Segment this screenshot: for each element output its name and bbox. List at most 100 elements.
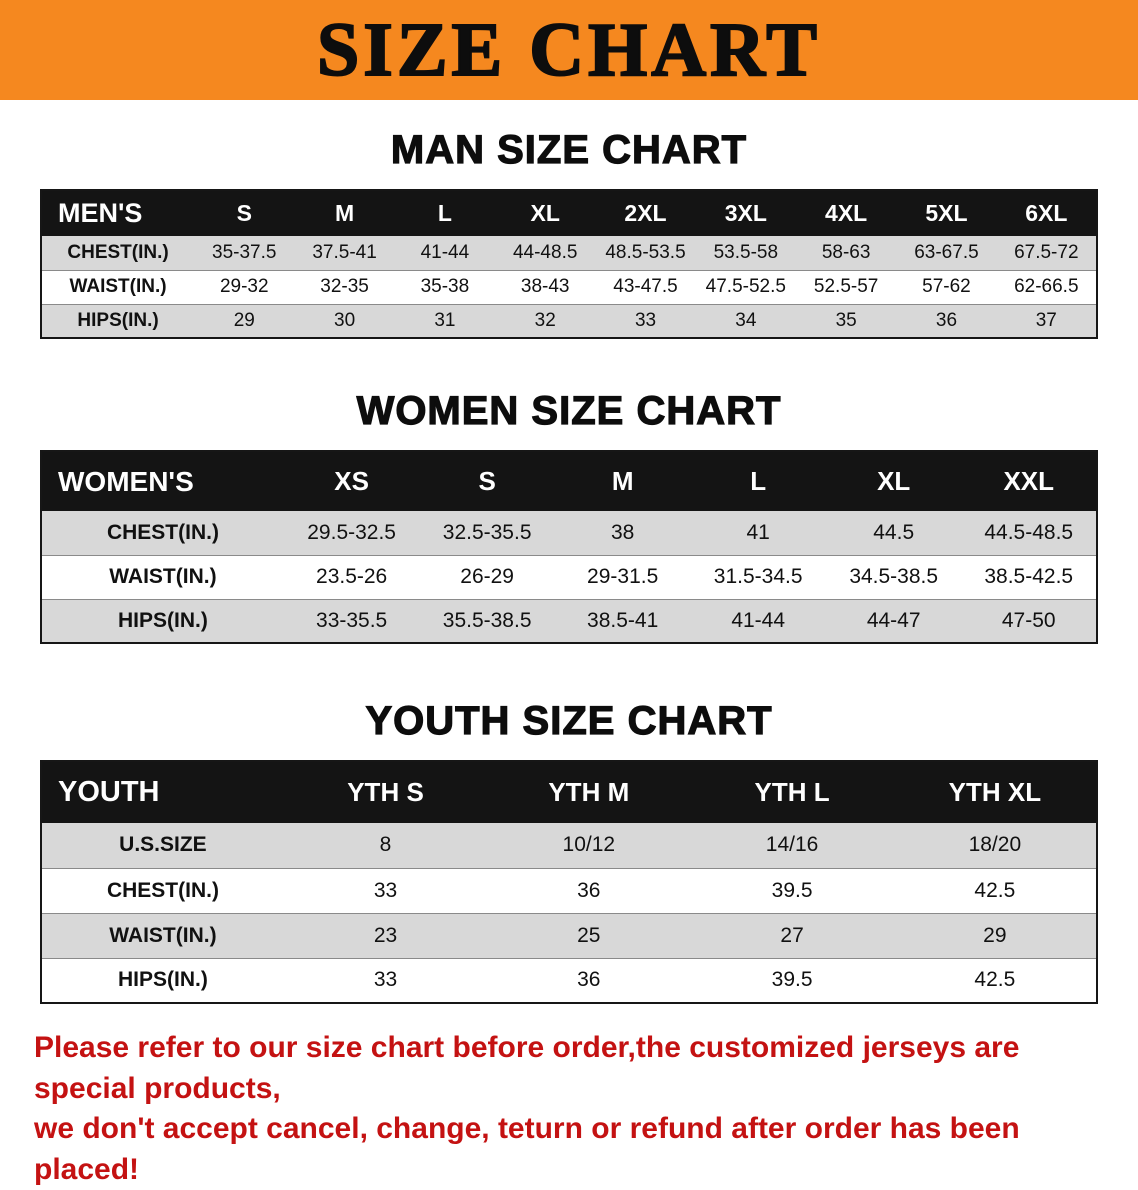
table-row: HIPS(IN.) 33 36 39.5 42.5 <box>41 958 1097 1003</box>
size-value-cell: 35.5-38.5 <box>442 608 532 632</box>
size-value-cell: 10/12 <box>562 833 616 857</box>
size-value-cell: 42.5 <box>974 878 1016 902</box>
table-corner-label: WOMEN'S <box>41 451 284 511</box>
size-value-cell: 34 <box>735 309 757 331</box>
size-value-cell: 52.5-57 <box>813 276 879 297</box>
size-value-cell: 39.5 <box>771 968 813 992</box>
size-chart-content: MAN SIZE CHART MEN'S S M L XL 2XL 3XL 4XL 5XL 6XL… <box>0 127 1138 1190</box>
size-value-cell: 41-44 <box>420 241 470 263</box>
size-value-cell: 43-47.5 <box>613 276 678 297</box>
size-value-cell: 29.5-32.5 <box>307 520 396 544</box>
size-value-cell: 29 <box>983 923 1007 947</box>
size-value-cell: 33-35.5 <box>316 608 388 632</box>
size-value-cell: 30 <box>334 309 356 331</box>
youth-section: YOUTH SIZE CHART YOUTH YTH S YTH M YTH L YTH… <box>0 698 1138 1004</box>
size-column-header: 6XL <box>996 190 1097 236</box>
size-value-cell: 26-29 <box>460 565 514 588</box>
row-label: HIPS(IN.) <box>118 968 208 992</box>
table-row: CHEST(IN.) 35-37.5 37.5-41 41-44 44-48.5 48.5… <box>41 236 1097 270</box>
size-column-header: 2XL <box>595 190 696 236</box>
size-value-cell: 32-35 <box>320 276 369 297</box>
size-value-cell: 44-47 <box>866 608 921 632</box>
size-column-header: YTH L <box>690 761 894 823</box>
size-value-cell: 41 <box>746 520 770 544</box>
row-label: HIPS(IN.) <box>77 309 159 331</box>
size-value-cell: 47.5-52.5 <box>705 276 786 297</box>
size-column-header: YTH XL <box>893 761 1097 823</box>
men-section: MAN SIZE CHART MEN'S S M L XL 2XL 3XL 4XL 5XL 6XL… <box>0 127 1138 339</box>
table-header-row: YOUTH YTH S YTH M YTH L YTH XL <box>41 761 1097 823</box>
size-value-cell: 31.5-34.5 <box>713 565 803 588</box>
table-row: HIPS(IN.) 33-35.5 35.5-38.5 38.5-41 41-44 44-… <box>41 599 1097 643</box>
size-value-cell: 33 <box>373 878 398 902</box>
size-value-cell: 35 <box>835 309 857 331</box>
size-column-header: YTH M <box>487 761 691 823</box>
size-value-cell: 33 <box>634 309 657 331</box>
women-size-table: WOMEN'S XS S M L XL XXL CHEST(IN.) 29.5-32.5 32.5… <box>40 450 1098 644</box>
row-label: CHEST(IN.) <box>67 241 169 263</box>
row-label: WAIST(IN.) <box>109 923 217 947</box>
row-label: CHEST(IN.) <box>106 520 219 544</box>
size-value-cell: 36 <box>577 878 601 902</box>
size-value-cell: 29-31.5 <box>587 565 659 588</box>
size-value-cell: 42.5 <box>974 968 1016 992</box>
size-column-header: S <box>194 190 295 236</box>
table-row: CHEST(IN.) 33 36 39.5 42.5 <box>41 868 1097 913</box>
table-corner-label: MEN'S <box>41 190 195 236</box>
table-row: U.S.SIZE 8 10/12 14/16 18/20 <box>41 823 1097 868</box>
row-label: WAIST(IN.) <box>69 276 167 297</box>
size-value-cell: 44-48.5 <box>512 241 578 263</box>
table-row: WAIST(IN.) 23.5-26 26-29 29-31.5 31.5-34.5 34… <box>41 555 1097 599</box>
size-value-cell: 25 <box>577 923 601 947</box>
size-value-cell: 38-43 <box>520 276 570 297</box>
youth-size-table: YOUTH YTH S YTH M YTH L YTH XL U.S.SIZE 8 10/12… <box>40 760 1098 1004</box>
size-value-cell: 58-63 <box>821 241 871 263</box>
table-header-row: WOMEN'S XS S M L XL XXL <box>41 451 1097 511</box>
size-value-cell: 47-50 <box>1001 608 1056 632</box>
size-value-cell: 36 <box>577 968 601 992</box>
size-column-header: XS <box>283 451 420 511</box>
size-column-header: XXL <box>961 451 1097 511</box>
size-value-cell: 53.5-58 <box>713 241 779 263</box>
size-value-cell: 41-44 <box>731 608 786 632</box>
size-value-cell: 8 <box>379 833 392 857</box>
size-value-cell: 27 <box>780 923 804 947</box>
size-value-cell: 29 <box>233 309 255 331</box>
table-header-row: MEN'S S M L XL 2XL 3XL 4XL 5XL 6XL <box>41 190 1097 236</box>
disclaimer-line-2: we don't accept cancel, change, teturn o… <box>34 1112 1020 1186</box>
women-section: WOMEN SIZE CHART WOMEN'S XS S M L XL XXL CHEST(… <box>0 388 1138 644</box>
size-value-cell: 14/16 <box>765 833 819 857</box>
size-value-cell: 62-66.5 <box>1014 276 1079 297</box>
size-column-header: XL <box>495 190 596 236</box>
size-value-cell: 33 <box>373 968 398 992</box>
size-value-cell: 34.5-38.5 <box>849 565 939 588</box>
banner-title: SIZE CHART <box>316 8 821 92</box>
disclaimer-note: Please refer to our size chart before or… <box>34 1028 1118 1190</box>
size-column-header: 4XL <box>795 190 897 236</box>
row-label: HIPS(IN.) <box>118 608 208 632</box>
size-column-header: 5XL <box>896 190 997 236</box>
women-section-heading: WOMEN SIZE CHART <box>356 388 782 433</box>
size-column-header: L <box>690 451 826 511</box>
youth-section-heading: YOUTH SIZE CHART <box>365 698 773 743</box>
row-label: WAIST(IN.) <box>109 565 217 588</box>
size-value-cell: 38 <box>610 520 635 544</box>
size-column-header: L <box>394 190 496 236</box>
row-label: U.S.SIZE <box>119 833 207 857</box>
disclaimer-line-1: Please refer to our size chart before or… <box>34 1031 1020 1105</box>
size-value-cell: 35-38 <box>420 276 470 297</box>
men-section-heading: MAN SIZE CHART <box>390 127 748 172</box>
size-value-cell: 35-37.5 <box>212 241 277 263</box>
table-row: HIPS(IN.) 29 30 31 32 33 34 35 36 37 <box>41 304 1097 338</box>
size-column-header: S <box>419 451 555 511</box>
size-value-cell: 18/20 <box>968 833 1022 857</box>
size-value-cell: 67.5-72 <box>1014 241 1079 263</box>
size-column-header: 3XL <box>695 190 796 236</box>
size-value-cell: 37 <box>1035 309 1057 331</box>
table-row: WAIST(IN.) 29-32 32-35 35-38 38-43 43-47.5 47.… <box>41 270 1097 304</box>
size-column-header: YTH S <box>283 761 488 823</box>
table-row: WAIST(IN.) 23 25 27 29 <box>41 913 1097 958</box>
size-value-cell: 44.5-48.5 <box>984 520 1074 544</box>
size-value-cell: 39.5 <box>771 878 813 902</box>
size-value-cell: 23 <box>373 923 398 947</box>
